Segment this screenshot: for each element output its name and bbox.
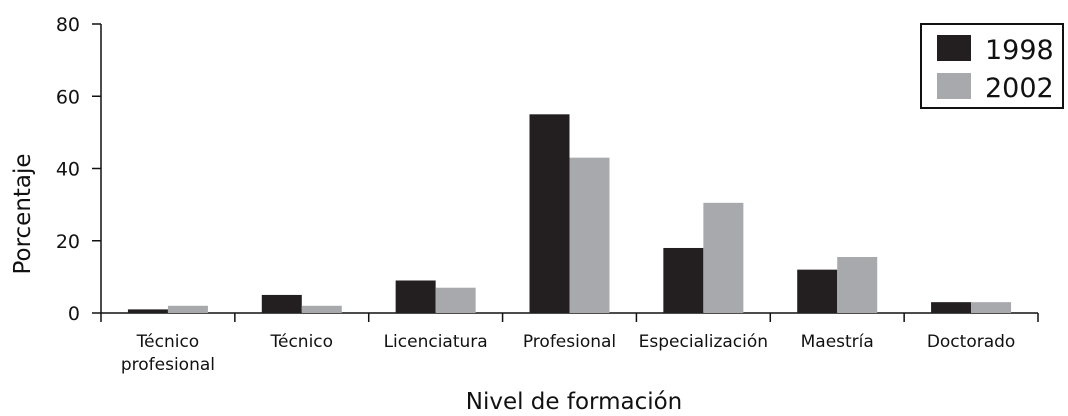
x-ticks xyxy=(100,313,1039,322)
x-category-label: Técnico xyxy=(136,332,200,352)
bar-1998-0 xyxy=(127,309,168,313)
legend-swatch-2002 xyxy=(937,73,971,99)
x-category-label: Técnico xyxy=(270,332,334,352)
bar-2002-5 xyxy=(837,257,878,313)
legend-swatch-1998 xyxy=(937,35,971,61)
legend: 1998 2002 xyxy=(920,23,1064,109)
x-category-label: Profesional xyxy=(523,332,616,352)
x-axis-title: Nivel de formación xyxy=(466,389,683,415)
bar-2002-1 xyxy=(301,305,342,313)
category-labels: Técnico profesional Técnico Licenciatura Pro… xyxy=(121,332,1015,375)
bar-2002-0 xyxy=(167,305,208,313)
x-category-label: Licenciatura xyxy=(384,332,488,352)
y-tick-label: 20 xyxy=(56,231,80,253)
bar-1998-3 xyxy=(529,114,570,313)
bars xyxy=(127,114,1012,313)
bar-1998-1 xyxy=(261,294,302,313)
y-tick-label: 40 xyxy=(56,159,80,181)
y-tick-label: 0 xyxy=(68,303,80,325)
bar-2002-3 xyxy=(569,157,610,313)
bar-1998-2 xyxy=(395,280,436,313)
x-category-label: Doctorado xyxy=(927,332,1016,352)
bar-2002-6 xyxy=(971,302,1012,313)
legend-label-1998: 1998 xyxy=(985,35,1054,66)
y-ticks: 0 20 40 60 80 xyxy=(56,14,101,325)
bar-1998-6 xyxy=(931,302,972,313)
x-category-label: Especialización xyxy=(639,332,768,352)
legend-label-2002: 2002 xyxy=(985,73,1054,104)
x-category-label: profesional xyxy=(121,355,215,375)
y-axis-title: Porcentaje xyxy=(10,153,36,274)
bar-1998-4 xyxy=(663,247,704,313)
bar-1998-5 xyxy=(797,269,838,313)
y-tick-label: 80 xyxy=(56,14,80,36)
x-category-label: Maestría xyxy=(801,332,874,352)
y-tick-label: 60 xyxy=(56,86,80,108)
bar-2002-2 xyxy=(435,287,476,313)
bar-2002-4 xyxy=(703,202,744,313)
